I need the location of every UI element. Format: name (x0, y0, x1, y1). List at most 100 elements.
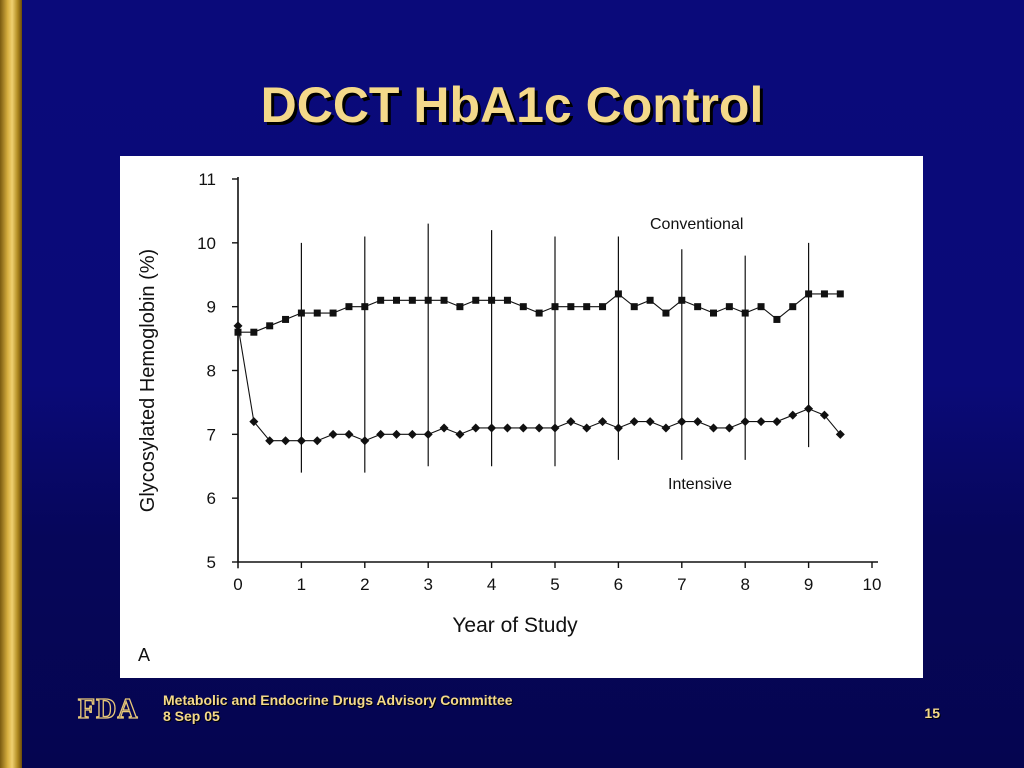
conventional-point (725, 303, 733, 311)
intensive-point (756, 417, 766, 427)
conventional-point (741, 309, 749, 317)
conventional-point (250, 328, 258, 336)
intensive-point (392, 429, 401, 439)
chart-panel: 5 6 7 8 9 10 11 0 1 2 3 4 5 6 7 8 9 10 Year of Study Glycos… (120, 156, 923, 678)
conventional-point (361, 303, 369, 311)
intensive-point (598, 417, 608, 427)
y-axis-label: Glycosylated Hemoglobin (%) (137, 249, 159, 512)
intensive-point (645, 417, 655, 427)
intensive-point (423, 429, 433, 439)
conventional-point (805, 290, 813, 298)
y-tick-label: 11 (198, 170, 216, 189)
intensive-point (677, 417, 687, 427)
intensive-point (439, 423, 449, 433)
conventional-point (757, 303, 765, 311)
conventional-point (551, 303, 559, 311)
conventional-point (519, 303, 527, 311)
slide-title: DCCT HbA1c Control (260, 77, 764, 133)
intensive-point (471, 423, 481, 433)
conventional-point (282, 315, 290, 323)
intensive-point (819, 410, 829, 420)
conventional-point (393, 296, 400, 304)
intensive-point (344, 429, 354, 439)
y-tick-label: 9 (207, 298, 216, 317)
conventional-point (646, 296, 654, 304)
conventional-point (662, 309, 670, 317)
series-label-conventional: Conventional (650, 216, 743, 233)
conventional-point (535, 309, 543, 317)
conventional-point (710, 309, 717, 317)
conventional-point (488, 296, 496, 304)
intensive-point (788, 410, 798, 420)
intensive-point (693, 417, 703, 427)
intensive-point (613, 423, 623, 433)
intensive-point (312, 436, 322, 446)
conventional-point (377, 296, 385, 304)
page-number: 15 (924, 705, 940, 721)
intensive-point (502, 423, 512, 433)
y-tick-label: 7 (207, 425, 216, 444)
accent-bar (0, 0, 22, 768)
intensive-point (487, 423, 497, 433)
intensive-point (534, 423, 544, 433)
conventional-point (266, 322, 274, 330)
intensive-point (629, 417, 639, 427)
intensive-point (804, 404, 814, 414)
intensive-point (724, 423, 734, 433)
conventional-point (472, 296, 480, 304)
conventional-point (599, 303, 607, 311)
conventional-point (820, 290, 828, 298)
conventional-point (297, 309, 305, 317)
conventional-point (567, 303, 575, 311)
intensive-point (709, 423, 718, 433)
intensive-point (455, 429, 465, 439)
conventional-point (773, 315, 781, 323)
footer-date: 8 Sep 05 (163, 708, 220, 724)
intensive-point (281, 436, 291, 446)
intensive-point (835, 429, 845, 439)
intensive-point (407, 429, 417, 439)
intensive-point (566, 417, 576, 427)
hba1c-chart: 5 6 7 8 9 10 11 0 1 2 3 4 5 6 7 8 9 10 Year of Study Glycos… (137, 170, 882, 665)
conventional-point (329, 309, 337, 317)
conventional-point (694, 303, 702, 311)
intensive-point (249, 417, 259, 427)
x-tick-label: 3 (423, 575, 432, 594)
intensive-point (376, 429, 386, 439)
x-tick-label: 7 (677, 575, 686, 594)
intensive-point (582, 423, 592, 433)
x-tick-label: 2 (360, 575, 369, 594)
x-tick-label: 0 (233, 575, 242, 594)
intensive-point (233, 321, 243, 331)
intensive-point (265, 436, 275, 446)
intensive-point (661, 423, 671, 433)
conventional-point (836, 290, 844, 298)
svg-text:FDA: FDA (78, 694, 139, 722)
fda-logo-icon: FDA (77, 693, 139, 722)
y-tick-label: 8 (207, 362, 216, 381)
x-tick-label: 9 (804, 575, 813, 594)
conventional-point (456, 303, 464, 311)
conventional-point (408, 296, 416, 304)
footer: Metabolic and Endocrine Drugs Advisory C… (163, 692, 513, 724)
series-label-intensive: Intensive (668, 476, 732, 493)
y-tick-label: 10 (197, 234, 216, 253)
intensive-point (550, 423, 560, 433)
intensive-point (740, 417, 750, 427)
intensive-point (296, 436, 306, 446)
x-tick-label: 1 (297, 575, 306, 594)
conventional-point (678, 296, 686, 304)
conventional-point (440, 296, 448, 304)
conventional-point (313, 309, 321, 317)
conventional-point (583, 303, 591, 311)
conventional-point (630, 303, 638, 311)
x-tick-label: 10 (863, 575, 882, 594)
conventional-point (503, 296, 511, 304)
conventional-point (345, 303, 353, 311)
x-tick-label: 5 (550, 575, 559, 594)
x-tick-label: 4 (487, 575, 496, 594)
intensive-point (328, 429, 338, 439)
x-axis-label: Year of Study (452, 614, 578, 637)
intensive-point (518, 423, 528, 433)
intensive-point (360, 436, 370, 446)
